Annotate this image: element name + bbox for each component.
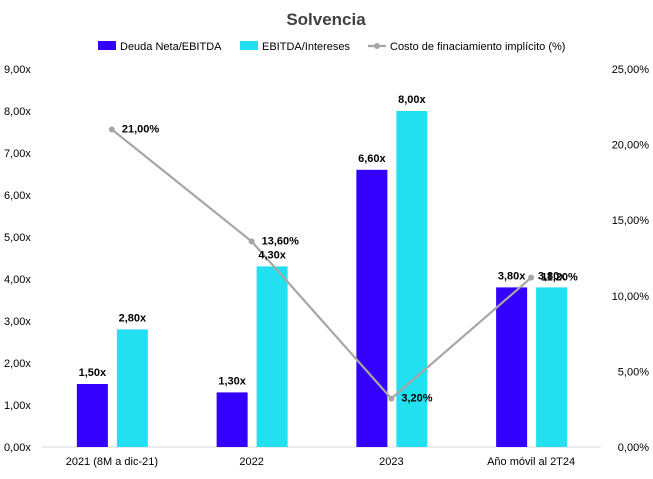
line-series [108,126,535,402]
legend: Deuda Neta/EBITDA EBITDA/Intereses Costo d… [98,41,565,53]
x-tick-label: Año móvil al 2T24 [487,456,575,468]
bar [116,329,148,447]
legend-marker [374,43,380,49]
y-right-tick-label: 5,00% [618,366,649,378]
y-right-tick-label: 20,00% [612,140,650,152]
line-point [248,238,255,245]
y-left-tick-label: 2,00x [4,358,31,370]
y-left-tick-label: 8,00x [4,106,31,118]
y-right-tick-label: 10,00% [612,291,650,303]
line-path [111,128,532,401]
bar [536,287,568,447]
line-point [528,274,535,281]
data-labels: 1,50x 1,30x 6,60x 3,80x 2,80x 4,30x 8,00x 3,80x… [79,94,578,405]
bar [496,287,528,447]
x-tick-label: 2023 [379,456,403,468]
y-left-tick-label: 3,00x [4,316,31,328]
bar-data-label: 3,80x [538,270,566,282]
bar [216,392,248,447]
legend-swatch [240,41,258,50]
bar-data-label: 4,30x [258,249,286,261]
line-point [388,395,395,402]
y-right-tick-label: 15,00% [612,215,650,227]
bar-data-label: 1,50x [79,367,107,379]
y-left-tick-label: 6,00x [4,190,31,202]
line-data-label: 3,20% [401,393,432,405]
line-data-label: 13,60% [262,235,300,247]
bars [76,111,568,448]
line-data-label: 21,00% [122,123,160,135]
y-right-tick-label: 25,00% [612,64,650,76]
y-left-tick-label: 5,00x [4,232,31,244]
y-left-tick-label: 0,00x [4,442,31,454]
bar [256,266,288,447]
line-point [108,126,115,133]
bar [356,169,388,448]
y-right-tick-label: 0,00% [618,442,649,454]
y-left-tick-label: 9,00x [4,64,31,76]
bar-data-label: 3,80x [498,270,526,282]
line-data-label: 11,20% [541,272,578,284]
y-left-tick-label: 1,00x [4,400,31,412]
axes: 0,00x 1,00x 2,00x 3,00x 4,00x 5,00x 6,00x 7,00x… [4,64,649,468]
y-left-tick-label: 4,00x [4,274,31,286]
bar-data-label: 8,00x [398,94,426,106]
chart-title: Solvencia [286,10,366,29]
bar-data-label: 1,30x [218,375,246,387]
x-tick-label: 2021 (8M a dic-21) [66,456,158,468]
legend-swatch [98,41,116,50]
bar-data-label: 2,80x [119,312,147,324]
bar [76,384,108,447]
bar-data-label: 6,60x [358,153,386,165]
legend-label: Costo de finaciamiento implícito (%) [390,41,565,53]
y-left-tick-label: 7,00x [4,148,31,160]
legend-label: Deuda Neta/EBITDA [120,41,222,53]
x-tick-label: 2022 [239,456,263,468]
legend-label: EBITDA/Intereses [262,41,351,53]
